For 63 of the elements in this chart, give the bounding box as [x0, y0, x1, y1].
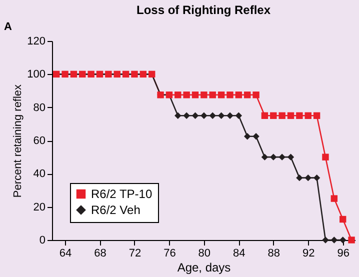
- chart-title: Loss of Righting Reflex: [136, 3, 271, 17]
- point: [200, 112, 208, 119]
- point: [209, 92, 216, 98]
- point: [339, 216, 346, 223]
- point: [278, 154, 286, 160]
- point: [348, 236, 355, 244]
- point: [313, 174, 320, 182]
- point: [339, 236, 346, 244]
- point: [192, 92, 199, 98]
- x-tick-label: 80: [198, 248, 211, 260]
- point: [226, 112, 234, 119]
- y-tick-label: 120: [27, 36, 46, 48]
- point: [304, 112, 312, 119]
- point: [174, 92, 182, 98]
- y-tick-label: 40: [33, 168, 46, 180]
- point: [261, 154, 268, 160]
- point: [183, 112, 190, 119]
- point: [209, 112, 216, 119]
- point: [296, 174, 303, 182]
- x-axis-title: Age, days: [177, 260, 231, 274]
- y-tick-label: 20: [33, 201, 46, 214]
- text: A: [4, 21, 12, 33]
- x-tick-label: 92: [302, 248, 315, 260]
- point: [174, 112, 182, 119]
- point: [235, 112, 242, 119]
- y-tick-label: 0: [39, 234, 46, 246]
- point: [244, 92, 251, 98]
- y-axis-title: Percent retaining reflex: [12, 84, 24, 198]
- point: [322, 154, 329, 160]
- y-tick-label: 80: [33, 102, 46, 114]
- point: [183, 92, 190, 98]
- point: [226, 92, 234, 98]
- point: [330, 195, 338, 202]
- legend-label: R6/2 TP-10: [91, 187, 152, 201]
- point: [261, 112, 268, 119]
- point: [322, 236, 329, 244]
- point: [296, 112, 303, 119]
- point: [244, 133, 251, 140]
- point: [192, 112, 199, 119]
- x-tick-label: 72: [128, 248, 142, 260]
- point: [304, 174, 312, 182]
- point: [287, 154, 294, 160]
- point: [287, 112, 294, 119]
- point: [270, 154, 277, 160]
- x-tick-label: 88: [268, 248, 280, 260]
- y-tick-label: 100: [27, 68, 46, 81]
- point: [252, 92, 260, 98]
- x-tick-label: 96: [337, 248, 350, 260]
- point: [218, 112, 225, 119]
- y-tick-label: 60: [33, 135, 46, 147]
- point: [218, 92, 225, 98]
- point: [200, 92, 208, 98]
- x-tick-label: 84: [233, 248, 246, 260]
- point: [278, 112, 286, 119]
- point: [313, 112, 320, 119]
- point: [252, 133, 260, 140]
- point: [235, 92, 242, 98]
- x-tick-label: 68: [94, 248, 106, 260]
- x-tick-label: 64: [59, 248, 72, 260]
- legend-label: R6/2 Veh: [91, 203, 140, 217]
- x-tick-label: 76: [164, 248, 176, 260]
- point: [270, 112, 277, 119]
- point: [330, 236, 338, 244]
